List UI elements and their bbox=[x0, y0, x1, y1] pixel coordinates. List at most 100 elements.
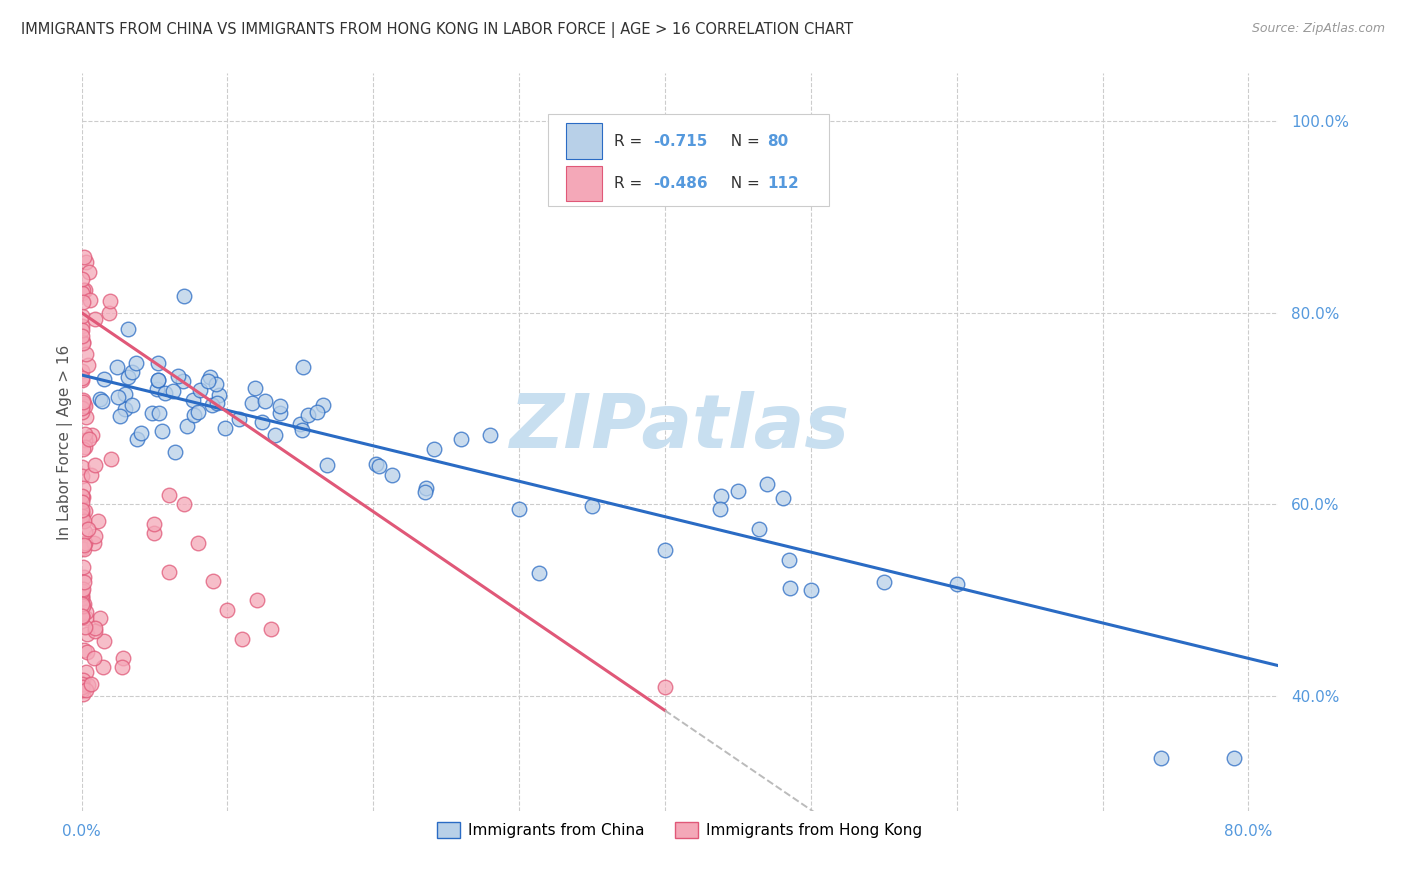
Point bbox=[173, 289, 195, 303]
Point bbox=[529, 566, 551, 581]
Point bbox=[73, 426, 96, 441]
Point bbox=[70, 512, 93, 526]
Point bbox=[83, 621, 105, 635]
Point bbox=[143, 516, 166, 531]
Point bbox=[76, 627, 98, 641]
Point bbox=[70, 587, 93, 601]
Point bbox=[727, 483, 749, 498]
Point bbox=[70, 495, 93, 509]
Point bbox=[72, 490, 94, 504]
Point bbox=[72, 334, 94, 349]
Point bbox=[297, 408, 319, 422]
Point bbox=[450, 432, 472, 446]
Point bbox=[72, 394, 94, 409]
Point bbox=[748, 522, 770, 536]
Point bbox=[73, 524, 96, 539]
Point bbox=[72, 481, 94, 495]
Point bbox=[70, 503, 93, 517]
Point bbox=[80, 677, 103, 691]
Point bbox=[581, 499, 603, 513]
Point bbox=[73, 620, 96, 634]
Point bbox=[654, 543, 676, 558]
Point bbox=[79, 432, 101, 446]
Point bbox=[307, 405, 329, 419]
Point bbox=[778, 552, 800, 566]
Point bbox=[72, 673, 94, 687]
Point bbox=[228, 412, 250, 426]
Point bbox=[79, 293, 101, 307]
Point bbox=[945, 577, 967, 591]
Point bbox=[1223, 751, 1246, 765]
Point bbox=[83, 651, 105, 665]
Point bbox=[72, 309, 94, 323]
Point bbox=[779, 581, 801, 595]
Point bbox=[316, 458, 339, 473]
Point bbox=[121, 365, 143, 379]
Text: -0.486: -0.486 bbox=[654, 176, 707, 191]
Point bbox=[165, 445, 187, 459]
Point bbox=[117, 322, 139, 336]
FancyBboxPatch shape bbox=[567, 123, 602, 159]
Point bbox=[127, 432, 149, 446]
Point bbox=[187, 405, 209, 419]
Point bbox=[75, 683, 97, 698]
Point bbox=[157, 488, 180, 502]
Point bbox=[79, 265, 101, 279]
Point bbox=[72, 295, 94, 310]
Text: N =: N = bbox=[721, 134, 765, 149]
Point bbox=[75, 605, 97, 619]
Point bbox=[80, 428, 103, 442]
Point bbox=[98, 293, 121, 308]
Point bbox=[70, 489, 93, 503]
Text: ZIPatlas: ZIPatlas bbox=[509, 391, 849, 464]
Point bbox=[148, 373, 170, 387]
Point bbox=[70, 610, 93, 624]
Point bbox=[205, 396, 228, 410]
Point bbox=[162, 384, 184, 399]
Point bbox=[201, 574, 224, 588]
Point bbox=[76, 678, 98, 692]
Point bbox=[70, 506, 93, 520]
Point bbox=[204, 377, 226, 392]
Point bbox=[800, 583, 823, 598]
Point bbox=[70, 373, 93, 387]
Point bbox=[77, 522, 100, 536]
Point bbox=[114, 387, 136, 401]
Y-axis label: In Labor Force | Age > 16: In Labor Force | Age > 16 bbox=[58, 344, 73, 540]
Point bbox=[72, 250, 94, 264]
Text: N =: N = bbox=[721, 176, 765, 191]
Point bbox=[291, 423, 314, 437]
Point bbox=[70, 285, 93, 300]
Point bbox=[105, 359, 128, 374]
Point bbox=[264, 427, 287, 442]
Point bbox=[710, 489, 733, 503]
Text: 112: 112 bbox=[766, 176, 799, 191]
Point bbox=[70, 405, 93, 419]
Point bbox=[75, 504, 97, 518]
Point bbox=[73, 440, 96, 454]
Point bbox=[269, 399, 291, 413]
Point bbox=[415, 481, 437, 495]
Point bbox=[76, 645, 98, 659]
Point bbox=[73, 570, 96, 584]
Point bbox=[91, 660, 114, 674]
Point bbox=[72, 392, 94, 407]
Point bbox=[1150, 751, 1173, 765]
Point bbox=[183, 408, 205, 422]
Point bbox=[187, 535, 209, 549]
Point bbox=[93, 372, 115, 386]
Point bbox=[70, 460, 93, 475]
Point bbox=[75, 665, 97, 679]
Point bbox=[72, 508, 94, 523]
Point bbox=[381, 468, 404, 483]
Point bbox=[70, 683, 93, 698]
Point bbox=[131, 425, 153, 440]
Point bbox=[413, 485, 436, 500]
Point bbox=[70, 590, 93, 604]
Point bbox=[73, 597, 96, 611]
Point bbox=[72, 396, 94, 410]
Point bbox=[70, 681, 93, 695]
Point bbox=[114, 402, 136, 417]
Point bbox=[72, 336, 94, 351]
Point bbox=[70, 584, 93, 599]
